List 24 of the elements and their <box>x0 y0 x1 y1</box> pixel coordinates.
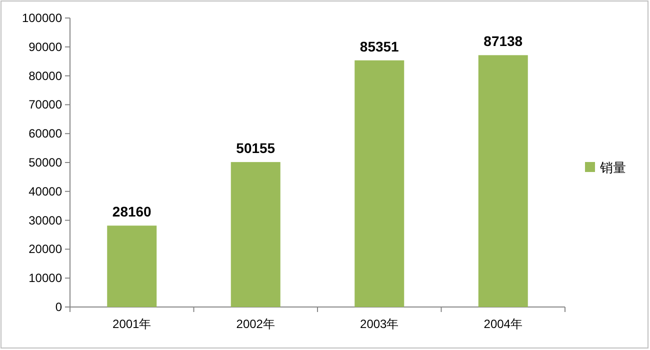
data-label: 87138 <box>484 33 523 50</box>
y-tick-label: 70000 <box>28 98 62 112</box>
legend-label: 销量 <box>599 160 626 175</box>
data-label: 50155 <box>236 140 276 156</box>
y-tick-label: 30000 <box>28 213 62 228</box>
y-tick-label: 100000 <box>22 11 62 25</box>
bar <box>478 55 528 307</box>
y-tick-label: 90000 <box>28 40 62 54</box>
data-label: 85351 <box>360 38 400 54</box>
x-tick-label: 2001年 <box>112 317 152 331</box>
y-tick-label: 50000 <box>28 156 62 170</box>
y-tick-label: 60000 <box>28 126 62 141</box>
bar <box>107 226 157 307</box>
bar <box>354 60 404 307</box>
y-tick-label: 10000 <box>28 271 62 286</box>
y-tick-label: 0 <box>55 300 62 314</box>
y-tick-label: 40000 <box>28 184 62 198</box>
data-label: 28160 <box>112 204 152 220</box>
y-tick-label: 20000 <box>28 242 62 256</box>
y-tick-label: 80000 <box>28 68 62 83</box>
x-tick-label: 2003年 <box>360 317 399 331</box>
x-tick-label: 2002年 <box>236 317 275 331</box>
bar <box>230 162 280 307</box>
x-tick-label: 2004年 <box>484 317 522 331</box>
